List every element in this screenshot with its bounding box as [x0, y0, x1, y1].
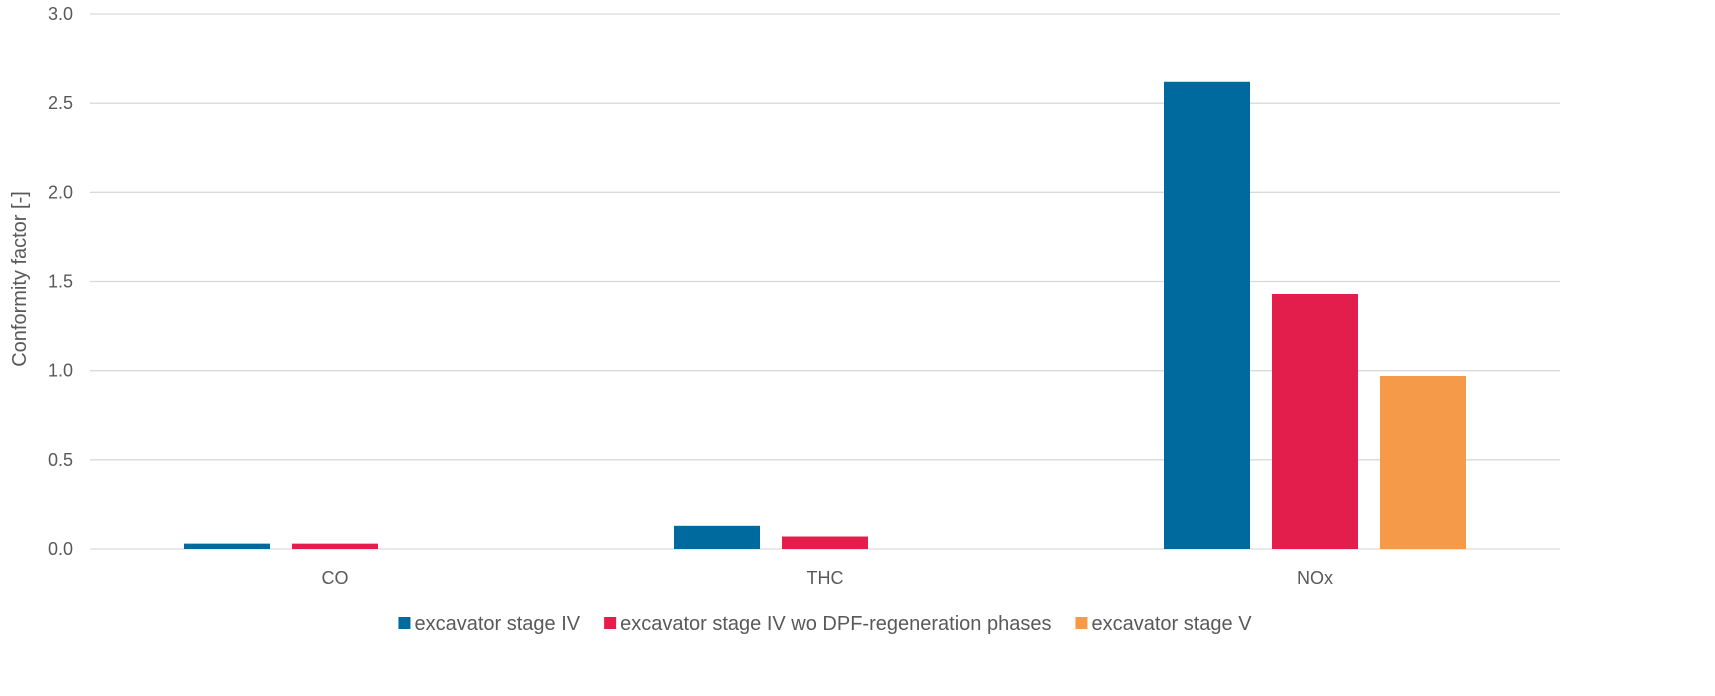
legend-swatch: [1075, 617, 1088, 629]
legend-swatch: [604, 617, 617, 629]
y-tick-label: 2.0: [48, 182, 73, 202]
bar-thc-series-1: [674, 525, 760, 549]
legend-label: excavator stage IV: [414, 613, 580, 635]
bars: [184, 81, 1466, 550]
legend-swatch: [398, 617, 411, 629]
y-tick-label: 2.5: [48, 93, 73, 113]
gridlines: [90, 13, 1560, 550]
x-tick-label: THC: [807, 568, 844, 588]
y-tick-label: 3.0: [48, 4, 73, 24]
y-tick-label: 1.0: [48, 361, 73, 381]
bar-co-series-1: [184, 543, 270, 549]
y-tick-label: 0.0: [48, 539, 73, 559]
x-axis-ticks: CO THC NOx: [322, 568, 1334, 588]
legend-label: excavator stage IV wo DPF-regeneration p…: [620, 613, 1051, 635]
legend-item: excavator stage IV wo DPF-regeneration p…: [604, 613, 1051, 635]
x-tick-label: NOx: [1297, 568, 1333, 588]
y-axis-label: Conformity factor [-]: [9, 191, 31, 367]
legend: excavator stage IV excavator stage IV wo …: [398, 613, 1252, 635]
y-tick-label: 0.5: [48, 450, 73, 470]
legend-item: excavator stage V: [1075, 613, 1252, 635]
bar-nox-series-2: [1272, 293, 1358, 549]
bar-thc-series-2: [782, 536, 868, 549]
legend-label: excavator stage V: [1091, 613, 1252, 635]
bar-co-series-2: [292, 543, 378, 549]
bar-nox-series-3: [1380, 376, 1466, 549]
y-tick-label: 1.5: [48, 272, 73, 292]
legend-item: excavator stage IV: [398, 613, 581, 635]
bar-nox-series-1: [1164, 81, 1250, 550]
x-tick-label: CO: [322, 568, 349, 588]
y-axis-ticks: 0.0 0.5 1.0 1.5 2.0 2.5 3.0: [48, 4, 73, 559]
